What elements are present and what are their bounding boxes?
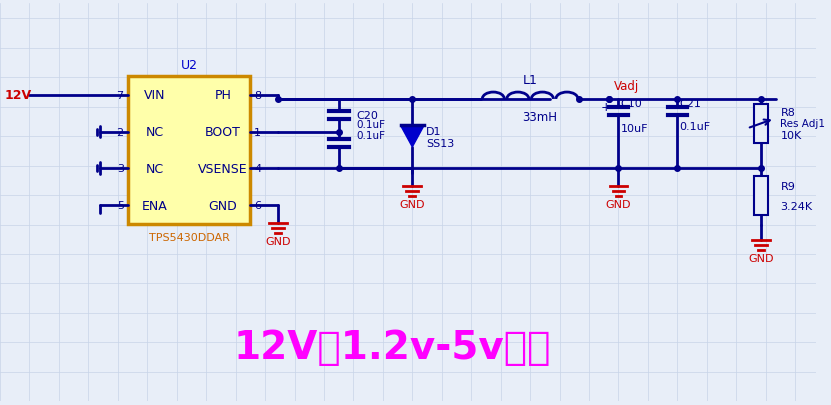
Text: GND: GND [400,199,425,209]
Text: 7: 7 [116,91,124,100]
Text: 4: 4 [254,164,262,174]
Text: ENA: ENA [142,199,168,212]
Text: C21: C21 [679,98,701,109]
Text: 12V: 12V [4,89,32,102]
Text: 5: 5 [116,201,124,211]
Text: PH: PH [214,89,231,102]
Text: +: + [601,101,611,114]
Text: 3: 3 [116,164,124,174]
Text: 6: 6 [254,201,261,211]
Text: 12V转1.2v-5v可调: 12V转1.2v-5v可调 [234,328,552,367]
Polygon shape [401,126,424,147]
Bar [754,177,768,216]
Text: Vadj: Vadj [613,79,639,92]
Text: GND: GND [748,253,774,263]
Text: 33mH: 33mH [523,111,558,124]
Text: 2: 2 [116,127,124,137]
Text: VIN: VIN [145,89,166,102]
Text: L1: L1 [523,74,538,87]
Text: 0.1uF: 0.1uF [356,131,386,141]
Text: 10uF: 10uF [621,124,648,134]
Text: 10K: 10K [780,131,802,141]
Text: 0.1uF: 0.1uF [356,120,386,130]
Text: VSENSE: VSENSE [198,162,248,175]
Text: NC: NC [146,126,165,139]
Text: 3.24K: 3.24K [780,201,813,211]
Text: C20: C20 [356,110,378,120]
Text: GND: GND [209,199,237,212]
Text: R9: R9 [780,181,795,192]
Bar [754,104,768,144]
Text: SS13: SS13 [426,139,455,149]
Text: 8: 8 [254,91,262,100]
Text: D1: D1 [426,127,441,137]
Text: R8: R8 [780,107,795,117]
Text: NC: NC [146,162,165,175]
Text: BOOT: BOOT [205,126,241,139]
Text: 0.1uF: 0.1uF [679,122,711,132]
Text: TPS5430DDAR: TPS5430DDAR [149,233,229,243]
Text: C10: C10 [621,98,642,109]
Bar [128,77,250,224]
Text: Res Adj1: Res Adj1 [780,119,825,129]
Text: GND: GND [265,236,291,246]
Text: 1: 1 [254,127,261,137]
Text: U2: U2 [180,59,198,72]
Text: GND: GND [606,199,632,209]
